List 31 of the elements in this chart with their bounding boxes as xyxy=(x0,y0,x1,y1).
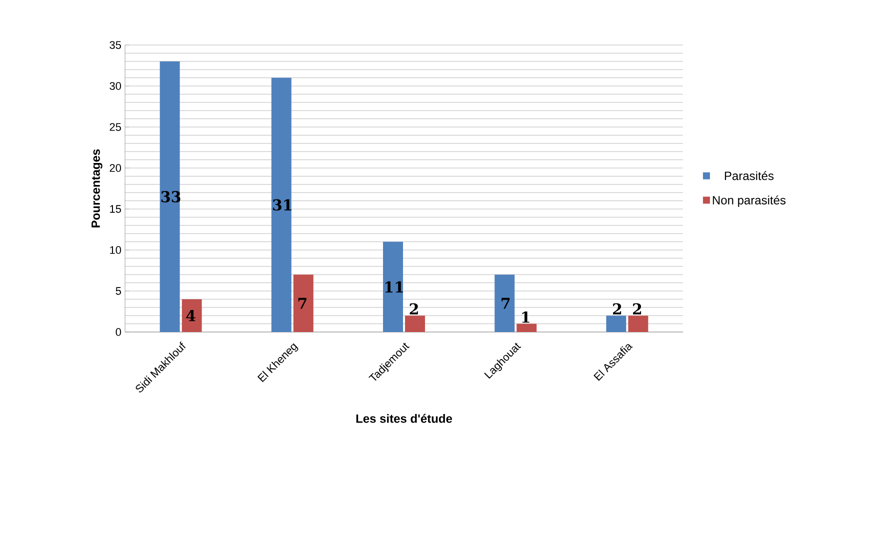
bar xyxy=(405,316,426,332)
x-axis-title: Les sites d'étude xyxy=(356,414,452,423)
y-tick-label: 15 xyxy=(110,205,121,213)
legend-label: Parasités xyxy=(724,171,774,180)
y-tick-label: 10 xyxy=(110,246,122,254)
bar xyxy=(182,299,202,332)
y-tick-label: 5 xyxy=(116,287,121,295)
data-label: 7 xyxy=(502,298,510,309)
data-label: 31 xyxy=(273,199,292,211)
bar xyxy=(383,242,404,332)
data-label: 4 xyxy=(186,310,196,322)
data-label: 1 xyxy=(522,311,530,323)
legend-label: Non parasités xyxy=(712,196,786,207)
bar xyxy=(271,78,292,332)
y-tick-label: 0 xyxy=(116,328,122,336)
bar xyxy=(516,324,537,332)
bar xyxy=(494,274,515,332)
data-label: 2 xyxy=(612,303,622,314)
y-tick-label: 30 xyxy=(110,82,122,90)
bar xyxy=(628,316,648,332)
data-label: 2 xyxy=(410,303,418,314)
data-label: 2 xyxy=(632,303,642,314)
bar xyxy=(606,316,626,332)
y-tick-label: 20 xyxy=(110,164,122,172)
y-tick-label: 35 xyxy=(110,41,121,49)
data-label: 7 xyxy=(298,298,306,309)
data-label: 11 xyxy=(385,281,403,292)
y-axis-title: Pourcentages xyxy=(92,149,102,228)
y-tick-label: 25 xyxy=(110,123,121,131)
bar xyxy=(293,274,314,332)
bar xyxy=(160,61,180,332)
